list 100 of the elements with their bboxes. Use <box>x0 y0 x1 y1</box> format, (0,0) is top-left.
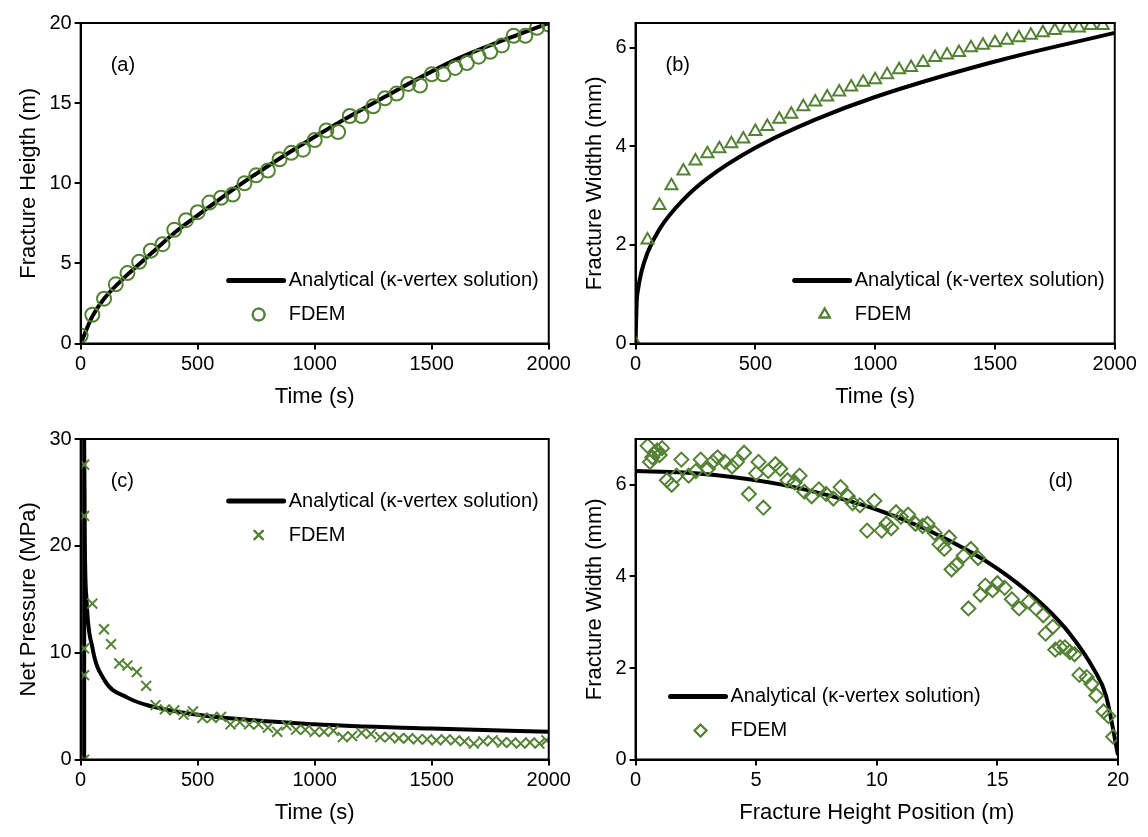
point <box>168 704 181 717</box>
point <box>486 734 499 747</box>
y-tick-label: 10 <box>49 170 72 193</box>
legend-label: FDEM <box>730 718 788 741</box>
point <box>177 708 190 721</box>
point <box>177 212 194 229</box>
point <box>470 48 487 65</box>
point <box>166 221 183 238</box>
point <box>447 59 464 76</box>
point <box>271 151 288 168</box>
y-tick-label: 2 <box>615 655 627 678</box>
point <box>477 735 490 748</box>
x-axis-title: Fracture Height Position (m) <box>739 798 1015 824</box>
point <box>236 175 253 192</box>
y-tick-label: 20 <box>49 10 72 33</box>
point <box>640 232 655 245</box>
point <box>113 657 126 670</box>
point <box>712 140 727 154</box>
point <box>439 733 452 746</box>
point <box>105 638 118 651</box>
point <box>856 74 871 87</box>
point <box>283 144 300 161</box>
point <box>353 107 370 124</box>
point <box>224 186 241 203</box>
x-tick-label: 2000 <box>1092 352 1137 375</box>
y-tick-label: 0 <box>615 747 627 770</box>
legend-label: Analytical (κ-vertex solution) <box>288 488 539 511</box>
point <box>482 43 499 60</box>
point <box>892 61 907 75</box>
point <box>140 679 153 692</box>
point <box>280 719 293 732</box>
point <box>201 194 218 211</box>
point <box>80 509 91 522</box>
point <box>318 122 335 139</box>
point <box>1047 23 1062 35</box>
point <box>80 669 91 682</box>
point <box>449 734 462 747</box>
point <box>951 44 967 58</box>
point <box>458 735 471 748</box>
point <box>676 162 691 176</box>
y-axis-title: Net Pressure (MPa) <box>15 502 41 697</box>
x-tick-label: 500 <box>180 352 215 375</box>
point <box>514 737 527 750</box>
point <box>975 37 991 50</box>
point <box>376 90 393 107</box>
x-tick-label: 0 <box>629 768 642 791</box>
point <box>999 32 1014 45</box>
point <box>688 153 703 166</box>
x-tick-label: 10 <box>865 768 888 791</box>
legend-label: Analytical (κ-vertex solution) <box>288 268 539 291</box>
point <box>402 732 415 745</box>
point <box>796 98 811 112</box>
y-axis-title: Fracture Heigth (m) <box>15 87 41 279</box>
point <box>80 642 91 655</box>
point <box>772 111 787 124</box>
point <box>121 659 134 672</box>
x-tick-label: 2000 <box>526 768 571 791</box>
annotation: (a) <box>110 52 136 75</box>
point <box>700 145 715 159</box>
point <box>318 725 331 738</box>
point <box>365 98 382 115</box>
y-tick-label: 6 <box>615 472 627 495</box>
point <box>505 27 522 44</box>
point <box>505 736 518 749</box>
point <box>215 710 228 723</box>
point <box>346 730 359 743</box>
point <box>927 49 943 63</box>
point <box>533 737 546 750</box>
legend-label: FDEM <box>288 522 346 545</box>
y-tick-label: 5 <box>60 250 72 273</box>
point <box>748 123 763 137</box>
point <box>158 703 171 716</box>
point <box>98 623 110 636</box>
annotation: (b) <box>665 52 690 75</box>
point <box>1011 29 1026 43</box>
point <box>327 724 340 737</box>
point <box>96 290 113 307</box>
point <box>784 106 799 119</box>
point <box>529 23 546 36</box>
x-tick-label: 1500 <box>409 768 454 791</box>
x-axis-title: Time (s) <box>835 382 916 408</box>
point <box>271 725 284 738</box>
point <box>904 59 919 72</box>
point <box>393 732 405 745</box>
y-tick-label: 4 <box>615 563 627 586</box>
x-axis-title: Time (s) <box>274 382 355 408</box>
point <box>652 197 667 210</box>
x-tick-label: 15 <box>986 768 1009 791</box>
point <box>86 597 99 610</box>
y-tick-label: 2 <box>615 232 627 255</box>
point <box>411 733 424 746</box>
point <box>330 124 347 140</box>
point <box>736 130 751 144</box>
x-tick-label: 500 <box>180 768 215 791</box>
point <box>423 66 440 83</box>
x-tick-label: 1500 <box>409 352 454 375</box>
annotation: (c) <box>110 468 134 491</box>
point <box>868 71 883 85</box>
point <box>939 47 955 60</box>
point <box>493 37 510 54</box>
